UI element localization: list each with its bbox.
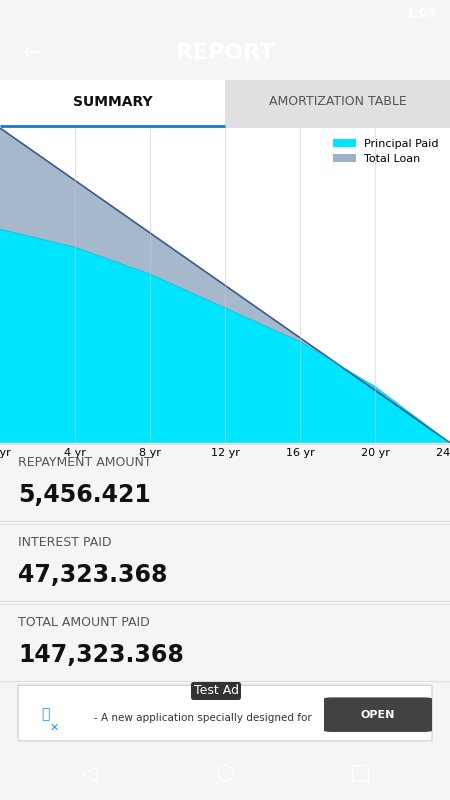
Text: 1:09: 1:09: [405, 7, 436, 20]
Text: □: □: [350, 763, 370, 783]
Text: ⓘ: ⓘ: [41, 708, 49, 722]
FancyBboxPatch shape: [18, 686, 432, 741]
Text: TOTAL AMOUNT PAID: TOTAL AMOUNT PAID: [18, 616, 150, 629]
Text: ◁: ◁: [81, 763, 99, 783]
Text: REPORT: REPORT: [176, 43, 274, 63]
Text: 147,323.368: 147,323.368: [18, 642, 184, 666]
Text: ←: ←: [22, 43, 41, 63]
Text: ○: ○: [215, 763, 235, 783]
Text: SUMMARY: SUMMARY: [73, 94, 152, 109]
Text: AMORTIZATION TABLE: AMORTIZATION TABLE: [269, 95, 406, 108]
Text: Test Ad: Test Ad: [194, 685, 238, 698]
Legend: Principal Paid, Total Loan: Principal Paid, Total Loan: [328, 134, 445, 169]
FancyBboxPatch shape: [225, 80, 450, 128]
FancyBboxPatch shape: [324, 698, 432, 732]
Text: - A new application specially designed for: - A new application specially designed f…: [94, 713, 311, 723]
FancyBboxPatch shape: [0, 80, 225, 128]
Text: ✕: ✕: [50, 722, 58, 733]
Text: 5,456.421: 5,456.421: [18, 482, 151, 506]
Text: OPEN: OPEN: [361, 710, 395, 720]
Text: INTEREST PAID: INTEREST PAID: [18, 536, 112, 549]
Text: 47,323.368: 47,323.368: [18, 562, 167, 586]
Text: REPAYMENT AMOUNT: REPAYMENT AMOUNT: [18, 456, 152, 469]
